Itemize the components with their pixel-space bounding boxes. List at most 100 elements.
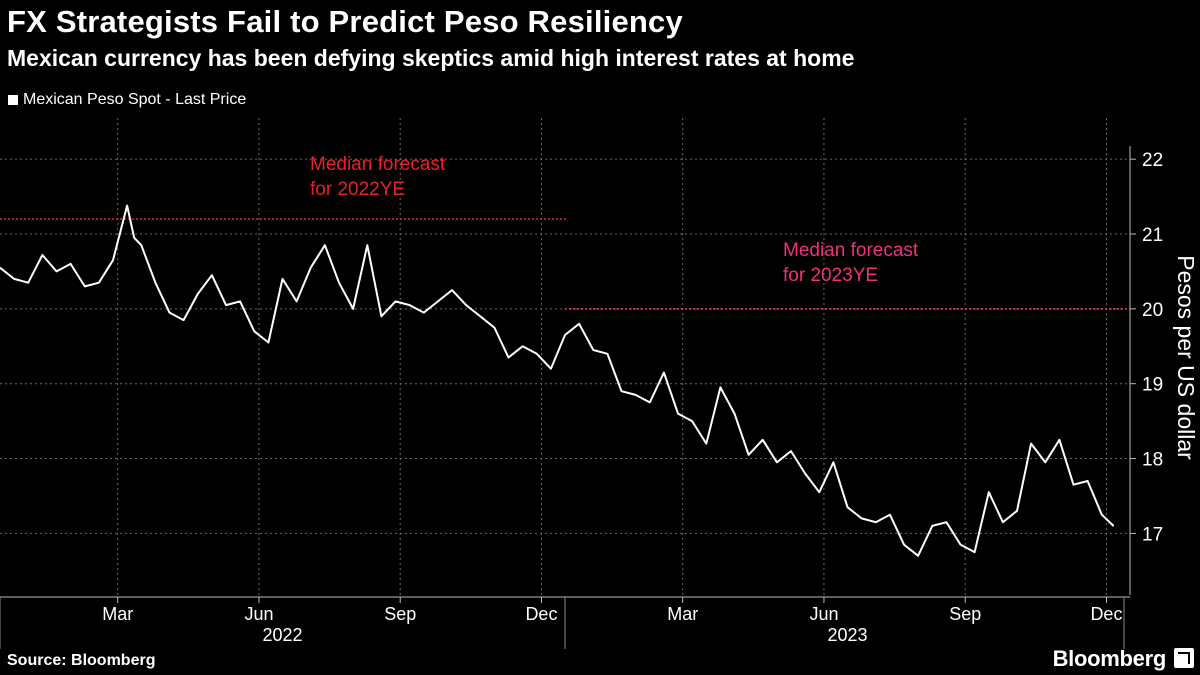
- data-point: [903, 544, 905, 546]
- data-point: [310, 267, 312, 269]
- data-point: [1016, 510, 1018, 512]
- forecast-label: for 2023YE: [783, 265, 878, 286]
- data-point: [27, 282, 29, 284]
- x-year-label: 2023: [827, 625, 867, 645]
- data-point: [988, 491, 990, 493]
- data-point: [550, 368, 552, 370]
- data-point: [267, 341, 269, 344]
- data-point: [394, 300, 397, 302]
- data-point: [253, 330, 255, 332]
- data-point: [522, 345, 524, 347]
- data-point: [168, 312, 171, 314]
- data-point: [790, 450, 792, 452]
- data-point: [818, 491, 820, 493]
- data-point: [1058, 439, 1060, 441]
- data-point: [84, 285, 86, 287]
- data-point: [437, 300, 439, 302]
- data-point: [324, 244, 326, 246]
- data-point: [776, 461, 778, 463]
- data-point: [564, 334, 566, 336]
- bloomberg-terminal-icon: [1174, 648, 1194, 668]
- y-tick-label: 22: [1142, 150, 1163, 171]
- data-point: [663, 371, 665, 374]
- data-point: [112, 259, 114, 261]
- data-point: [70, 263, 72, 265]
- x-tick-label: Dec: [1090, 604, 1122, 624]
- x-tick-label: Sep: [949, 604, 981, 624]
- brand-logo: Bloomberg: [1052, 646, 1167, 671]
- x-tick-label: Dec: [525, 604, 557, 624]
- forecast-label: Median forecast: [310, 154, 446, 175]
- data-point: [409, 304, 411, 306]
- y-tick-label: 20: [1142, 300, 1163, 321]
- forecast-label: for 2022YE: [310, 179, 405, 200]
- data-point: [804, 472, 806, 475]
- x-tick-label: Jun: [809, 604, 838, 624]
- legend-label: Mexican Peso Spot - Last Price: [23, 91, 247, 108]
- chart-title: FX Strategists Fail to Predict Peso Resi…: [7, 4, 683, 39]
- y-tick-label: 17: [1142, 524, 1163, 545]
- data-point: [1002, 521, 1004, 523]
- data-point: [465, 304, 467, 306]
- data-point: [705, 443, 707, 445]
- data-point: [0, 267, 1, 269]
- data-point: [846, 506, 849, 508]
- data-point: [974, 551, 976, 553]
- data-point: [1072, 484, 1075, 486]
- forecast-label: Median forecast: [783, 240, 919, 261]
- data-point: [183, 319, 185, 321]
- data-point: [197, 293, 199, 295]
- data-point: [748, 454, 750, 456]
- data-point: [41, 254, 44, 256]
- data-point: [380, 315, 382, 317]
- legend: Mexican Peso Spot - Last Price: [8, 91, 246, 109]
- x-tick-label: Mar: [102, 604, 133, 624]
- legend-swatch-icon: [8, 95, 18, 105]
- data-point: [1030, 443, 1032, 445]
- data-point: [719, 386, 722, 388]
- data-point: [832, 461, 835, 463]
- data-point: [239, 300, 241, 302]
- data-point: [296, 300, 298, 302]
- data-point: [620, 390, 623, 392]
- data-point: [423, 312, 425, 314]
- x-tick-label: Mar: [667, 604, 698, 624]
- data-point: [1087, 480, 1089, 482]
- data-point: [606, 353, 609, 355]
- chart-subtitle: Mexican currency has been defying skepti…: [7, 45, 855, 71]
- y-axis-title: Pesos per US dollar: [1173, 255, 1199, 460]
- data-point: [211, 274, 213, 276]
- y-tick-label: 21: [1142, 225, 1163, 246]
- data-point: [536, 353, 538, 355]
- data-point: [578, 323, 580, 325]
- data-point: [451, 289, 453, 291]
- data-point: [635, 394, 637, 396]
- series-line-peso-spot: [0, 204, 1115, 557]
- data-point: [281, 278, 284, 280]
- data-point: [352, 308, 354, 310]
- data-point: [592, 349, 594, 351]
- data-point: [55, 270, 58, 272]
- data-point: [140, 244, 142, 246]
- x-tick-label: Jun: [244, 604, 273, 624]
- data-point: [13, 278, 15, 280]
- data-point: [959, 544, 962, 546]
- y-tick-label: 19: [1142, 375, 1163, 396]
- data-point: [1101, 514, 1103, 516]
- data-point: [861, 517, 863, 520]
- data-point: [762, 439, 764, 441]
- data-point: [875, 521, 877, 523]
- data-point: [366, 244, 368, 246]
- data-point: [154, 282, 156, 284]
- data-point: [225, 304, 227, 306]
- data-point: [507, 356, 510, 359]
- data-point: [917, 555, 919, 557]
- data-point: [493, 327, 495, 329]
- data-point: [931, 525, 933, 527]
- data-point: [677, 413, 679, 415]
- data-point: [479, 315, 481, 317]
- data-point: [649, 401, 651, 403]
- data-point: [889, 514, 891, 516]
- data-point: [126, 205, 128, 207]
